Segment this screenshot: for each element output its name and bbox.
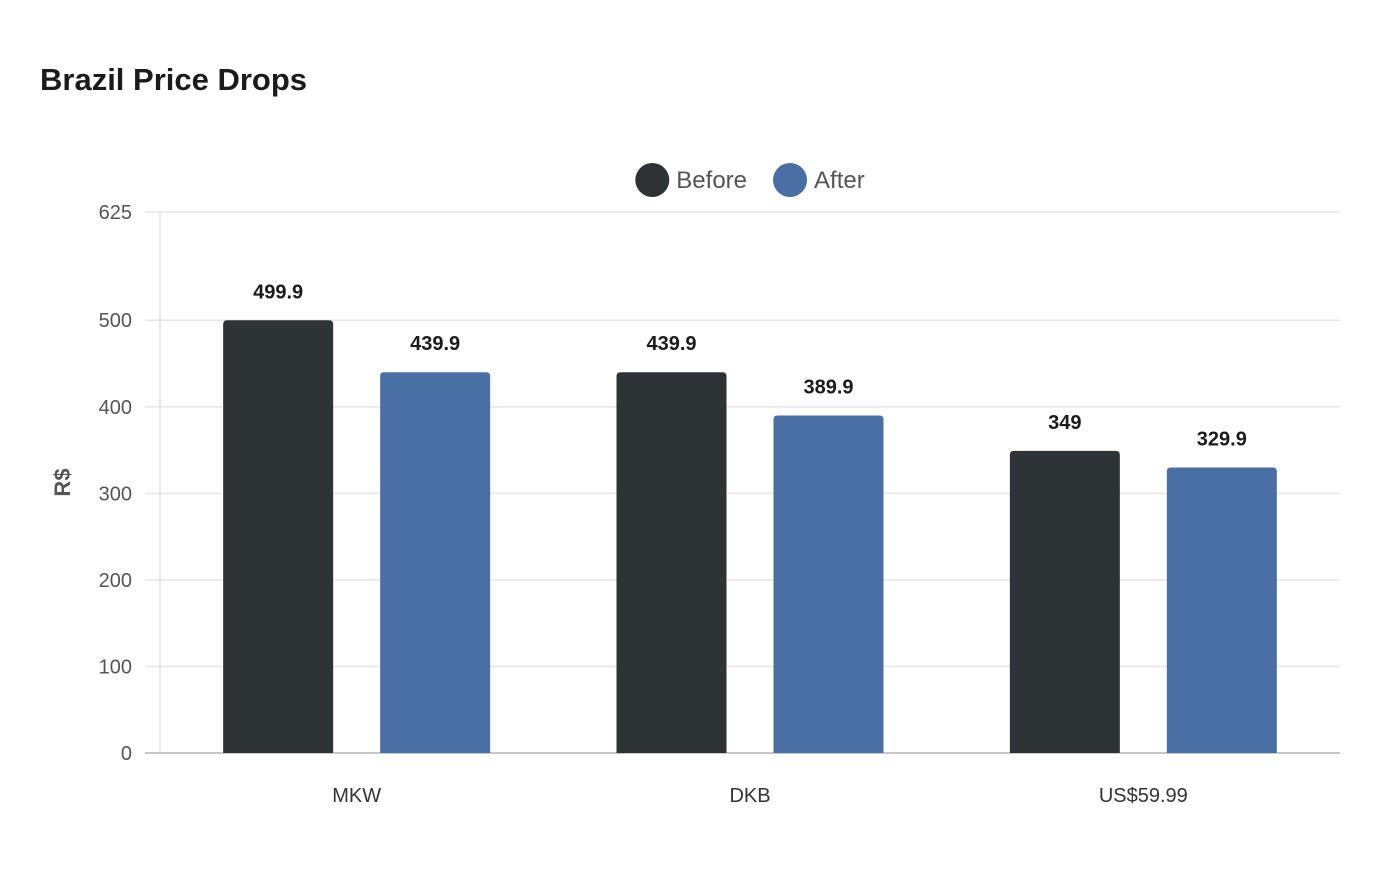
bar-after-1[interactable] (380, 372, 491, 753)
y-tick-label: 500 (99, 310, 132, 332)
data-label: 439.9 (646, 333, 696, 355)
axes: 0 100 200 300 400 500 625 MKW DKB US$59.99 (99, 202, 1340, 807)
y-tick-label: 0 (121, 743, 132, 765)
y-tick-label: 400 (99, 397, 132, 419)
data-label: 349 (1048, 412, 1081, 434)
legend-item-after[interactable]: After (773, 163, 865, 197)
y-tick-label: 625 (99, 202, 132, 224)
y-tick-label: 200 (99, 570, 132, 592)
y-axis-title: R$ (50, 468, 75, 496)
legend-swatch (773, 163, 808, 197)
data-label: 329.9 (1197, 428, 1247, 450)
legend-swatch (635, 163, 670, 197)
value-labels: 499.9 439.9 439.9 389.9 349 329.9 (253, 281, 1247, 450)
bar-before-2[interactable] (616, 372, 727, 753)
legend-item-before[interactable]: Before (635, 163, 747, 197)
y-tick-label: 100 (99, 656, 132, 678)
legend-label: Before (676, 167, 747, 194)
data-label: 499.9 (253, 281, 303, 303)
bar-before-1[interactable] (223, 320, 334, 753)
legend-label: After (814, 167, 865, 194)
x-tick-label: US$59.99 (1099, 785, 1188, 807)
bar-after-2[interactable] (773, 415, 884, 753)
gridlines (145, 211, 1340, 668)
legend[interactable]: Before After (635, 163, 865, 197)
data-label: 439.9 (410, 333, 460, 355)
bar-before-3[interactable] (1009, 450, 1120, 753)
chart-title: Brazil Price Drops (40, 62, 308, 97)
y-tick-label: 300 (99, 483, 132, 505)
bar-after-3[interactable] (1166, 467, 1277, 753)
bars (223, 320, 1277, 753)
data-label: 389.9 (803, 377, 853, 399)
x-tick-label: DKB (729, 785, 770, 807)
x-tick-label: MKW (332, 785, 381, 807)
